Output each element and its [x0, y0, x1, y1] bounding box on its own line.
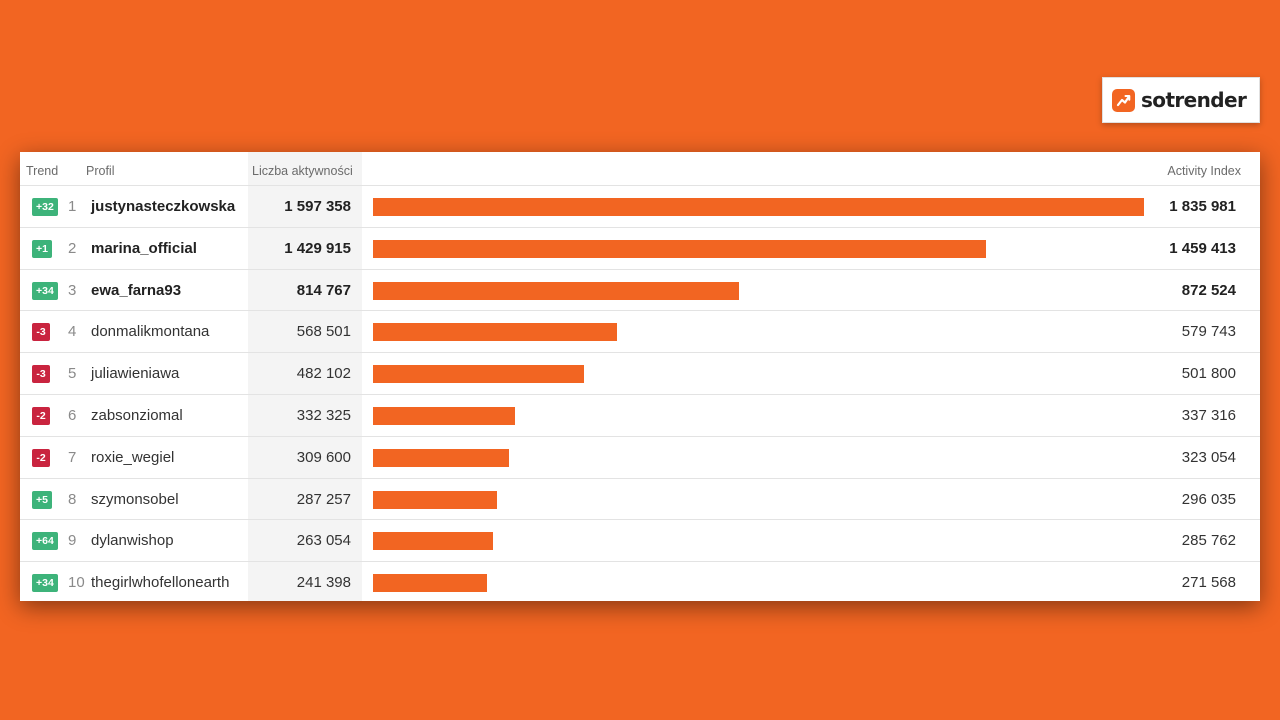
activity-index-bar	[373, 532, 493, 551]
trend-badge: +64	[32, 532, 58, 551]
logo-text: sotrender	[1141, 88, 1247, 112]
rank-number: 7	[68, 448, 77, 466]
activity-index-bar	[373, 198, 1144, 216]
profile-name: thegirlwhofellonearth	[91, 574, 230, 592]
trend-badge: +5	[32, 490, 52, 509]
trend-badge: -2	[32, 448, 50, 467]
activity-index-bar	[373, 406, 515, 425]
ranking-table: Trend Profil Liczba aktywności Activity …	[20, 152, 1260, 601]
profile-name: dylanwishop	[91, 532, 174, 550]
profile-name: zabsonziomal	[91, 406, 183, 424]
trend-badge: +34	[32, 574, 58, 593]
profile-name: szymonsobel	[91, 490, 179, 508]
activities-count: 482 102	[296, 365, 351, 383]
activity-index-bar	[373, 490, 498, 509]
column-header-trend: Trend	[26, 164, 59, 178]
activities-count: 309 600	[296, 448, 351, 466]
table-row: -3 5 juliawieniawa 482 102 501 800	[20, 352, 1260, 394]
activity-index-value: 1 835 981	[1169, 198, 1236, 215]
profile-name: marina_official	[91, 239, 197, 257]
activity-index-value: 579 743	[1181, 323, 1236, 341]
profile-name: roxie_wegiel	[91, 448, 175, 466]
activity-index-value: 872 524	[1181, 281, 1236, 299]
table-row: +32 1 justynasteczkowska 1 597 358 1 835 981	[20, 185, 1260, 227]
sotrender-logo: sotrender	[1102, 77, 1260, 123]
table-row: -2 6 zabsonziomal 332 325 337 316	[20, 393, 1260, 436]
activities-count: 1 597 358	[284, 198, 351, 215]
activity-index-value: 337 316	[1181, 406, 1236, 424]
activity-index-value: 296 035	[1181, 490, 1236, 508]
table-row: +34 10 thegirlwhofellonearth 241 398 271 568	[20, 561, 1260, 603]
profile-name: juliawieniawa	[91, 365, 180, 383]
activity-index-bar	[373, 365, 584, 384]
trend-badge: +1	[32, 239, 52, 258]
activity-index-bar	[373, 239, 986, 258]
table-body: +32 1 justynasteczkowska 1 597 358 1 835 981…	[20, 185, 1260, 603]
activities-count: 568 501	[296, 323, 351, 341]
table-row: -2 7 roxie_wegiel 309 600 323 054	[20, 435, 1260, 478]
activity-index-bar	[373, 448, 509, 467]
trend-badge: -3	[32, 365, 50, 384]
table-row: +5 8 szymonsobel 287 257 296 035	[20, 477, 1260, 520]
activity-index-value: 501 800	[1181, 365, 1236, 383]
activities-count: 287 257	[296, 490, 351, 508]
trend-badge: +34	[32, 281, 58, 300]
column-header-profile: Profil	[86, 164, 115, 178]
table-row: +1 2 marina_official 1 429 915 1 459 413	[20, 226, 1260, 269]
activity-index-bar	[373, 323, 617, 342]
trend-badge: +32	[32, 198, 58, 216]
column-header-activity-index: Activity Index	[1167, 164, 1241, 178]
rank-number: 3	[68, 281, 77, 299]
activity-index-value: 271 568	[1181, 574, 1236, 592]
rank-number: 2	[68, 239, 77, 257]
profile-name: justynasteczkowska	[91, 198, 236, 215]
profile-name: ewa_farna93	[91, 281, 182, 299]
table-row: +34 3 ewa_farna93 814 767 872 524	[20, 268, 1260, 311]
activity-index-bar	[373, 574, 487, 593]
activities-count: 332 325	[296, 406, 351, 424]
activities-count: 814 767	[296, 281, 351, 299]
rank-number: 8	[68, 490, 77, 508]
trend-up-icon	[1112, 88, 1135, 112]
rank-number: 10	[68, 574, 85, 592]
activities-count: 1 429 915	[284, 239, 351, 257]
trend-badge: -2	[32, 406, 50, 425]
activity-index-value: 285 762	[1181, 532, 1236, 550]
rank-number: 1	[68, 198, 77, 215]
trend-badge: -3	[32, 323, 50, 342]
profile-name: donmalikmontana	[91, 323, 210, 341]
table-header: Trend Profil Liczba aktywności Activity …	[20, 152, 1260, 185]
rank-number: 9	[68, 532, 77, 550]
table-row: -3 4 donmalikmontana 568 501 579 743	[20, 310, 1260, 352]
activities-count: 241 398	[296, 574, 351, 592]
activities-count: 263 054	[296, 532, 351, 550]
column-header-activities: Liczba aktywności	[252, 164, 353, 178]
activity-index-value: 1 459 413	[1169, 239, 1236, 257]
table-row: +64 9 dylanwishop 263 054 285 762	[20, 519, 1260, 561]
activity-index-bar	[373, 281, 740, 300]
rank-number: 6	[68, 406, 77, 424]
activity-index-value: 323 054	[1181, 448, 1236, 466]
rank-number: 4	[68, 323, 77, 341]
rank-number: 5	[68, 365, 77, 383]
